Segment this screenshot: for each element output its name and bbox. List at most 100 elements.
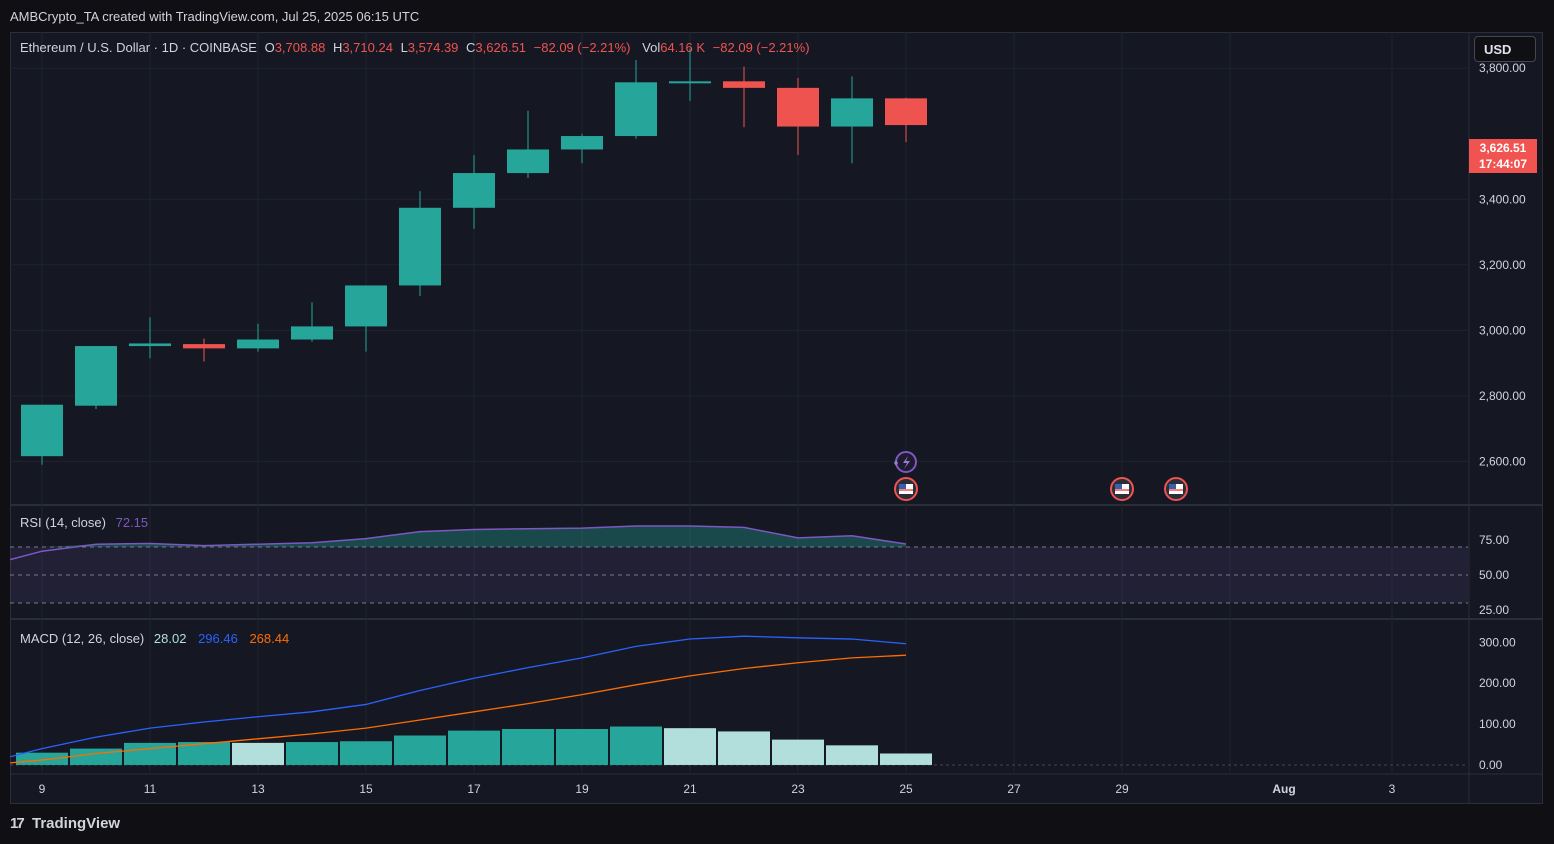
us-flag-icon [899,484,906,489]
candle-body [75,346,117,406]
candle-body [399,207,441,286]
time-axis-tick-label: 3 [1389,782,1396,796]
macd-signal-line [10,654,907,764]
symbol-title[interactable]: Ethereum / U.S. Dollar · 1D · COINBASE [20,40,257,55]
high-label: H [332,40,343,55]
rsi-legend[interactable]: RSI (14, close) 72.15 [20,515,152,530]
currency-button[interactable]: USD [1474,36,1536,62]
price-axis-tick-label: 3,200.00 [1479,258,1526,272]
macd-histogram-bar [502,728,554,765]
high-value: 3,710.24 [342,40,393,55]
candle-body [129,343,171,347]
candle-body [21,404,63,457]
time-axis-tick-label: 11 [144,782,157,796]
bar-countdown: 17:44:07 [1478,157,1528,171]
candle-body [507,149,549,174]
macd-axis-tick-label: 200.00 [1479,676,1516,690]
low-label: L [400,40,408,55]
macd-axis-tick-label: 300.00 [1479,635,1516,649]
open-label: O [264,40,275,55]
volume-change: −82.09 (−2.21%) [712,40,810,55]
macd-histogram-bar [232,742,284,765]
close-label: C [466,40,476,55]
candle-body [723,81,765,88]
macd-axis-tick-label: 100.00 [1479,717,1516,731]
macd-histogram-bar [124,742,176,765]
candle-body [237,339,279,349]
rsi-axis-tick-label: 75.00 [1479,533,1509,547]
macd-histogram-bar [664,728,716,765]
candle-body [777,87,819,127]
open-value: 3,708.88 [274,40,326,55]
time-axis-tick-label: 19 [575,782,589,796]
macd-histogram-bar [556,728,608,765]
time-axis-tick-label: 13 [251,782,265,796]
price-axis-tick-label: 3,400.00 [1479,192,1526,206]
last-price-value: 3,626.51 [1479,141,1527,155]
chart-canvas[interactable]: 3,800.00 3,400.00 3,200.00 3,000.00 2,800.00… [10,32,1543,804]
price-legend: Ethereum / U.S. Dollar · 1D · COINBASE O… [20,40,814,55]
rsi-line [10,525,907,561]
volume-value: 64.16 K [660,40,706,55]
tradingview-logo-icon: 17 [10,815,25,832]
time-axis-tick-label: 9 [39,782,46,796]
candle-body [831,98,873,127]
candle-body [291,326,333,340]
brand-name: TradingView [32,815,121,832]
time-axis-tick-label: 23 [791,782,805,796]
candle-body [561,136,603,150]
candle-body [669,81,711,84]
macd-histogram-bar [610,726,662,765]
macd-histogram-bar [394,735,446,765]
rsi-overbought-fill [10,526,906,547]
macd-axis-tick-label: 0.00 [1479,758,1503,772]
candle-body [345,285,387,327]
macd-label: MACD (12, 26, close) [20,631,145,646]
macd-histogram-bar [772,739,824,765]
candle-body [615,82,657,137]
us-flag-icon [1115,484,1122,489]
time-axis-tick-label: 15 [359,782,373,796]
macd-histogram-bar [826,745,878,765]
macd-histogram-bar [448,730,500,765]
macd-histogram-bar [178,742,230,765]
price-axis-tick-label: 2,600.00 [1479,454,1526,468]
top-caption-bar: AMBCrypto_TA created with TradingView.co… [0,0,1554,32]
us-flag-icon [1169,484,1176,489]
macd-histogram-bar [880,753,932,765]
macd-line-value: 296.46 [198,631,238,646]
macd-histogram-bar [340,741,392,765]
price-axis-tick-label: 2,800.00 [1479,389,1526,403]
rsi-label: RSI (14, close) [20,515,106,530]
time-axis-tick-label: 17 [467,782,481,796]
chart-frame [10,32,1543,804]
candle-body [453,173,495,208]
rsi-value: 72.15 [115,515,149,530]
volume-label: Vol [642,40,661,55]
close-value: 3,626.51 [475,40,527,55]
macd-hist-value: 28.02 [153,631,187,646]
macd-signal-value: 268.44 [249,631,290,646]
macd-histogram-bar [718,731,770,765]
time-axis-tick-label: 29 [1115,782,1129,796]
macd-histogram-bar [16,752,68,765]
brand-mark[interactable]: 17 TradingView [10,815,120,832]
rsi-axis-tick-label: 50.00 [1479,568,1509,582]
last-price-tag: 3,626.51 17:44:07 [1469,139,1537,173]
time-axis-tick-label: 21 [683,782,697,796]
lightning-event-icon [903,456,910,469]
low-value: 3,574.39 [407,40,459,55]
time-axis-tick-label: 25 [899,782,913,796]
macd-line [10,635,907,758]
macd-legend[interactable]: MACD (12, 26, close) 28.02 296.46 268.44 [20,631,293,646]
time-axis-tick-label: Aug [1272,782,1295,796]
price-axis-tick-label: 3,000.00 [1479,323,1526,337]
time-axis-tick-label: 27 [1007,782,1021,796]
candle-body [183,344,225,349]
price-axis-tick-label: 3,800.00 [1479,61,1526,75]
change-value: −82.09 (−2.21%) [533,40,631,55]
chart-caption: AMBCrypto_TA created with TradingView.co… [10,9,420,24]
macd-histogram-bar [286,742,338,765]
macd-histogram-bar [70,748,122,765]
rsi-axis-tick-label: 25.00 [1479,603,1509,617]
